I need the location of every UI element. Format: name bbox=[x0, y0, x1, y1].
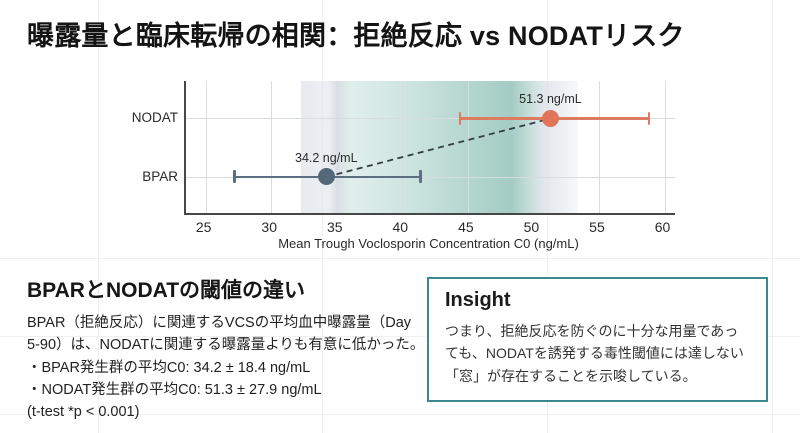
y-axis-label-nodat: NODAT bbox=[131, 110, 178, 125]
chart-plot-area: 51.3 ng/mL 34.2 ng/mL bbox=[184, 81, 675, 215]
x-tick-label: 60 bbox=[654, 219, 671, 235]
vertical-gridline bbox=[598, 81, 600, 213]
x-tick-label: 35 bbox=[326, 219, 343, 235]
canvas-grid-line bbox=[547, 0, 548, 433]
ttest-footnote: (t-test *p < 0.001) bbox=[27, 404, 140, 421]
connector-dashed-line bbox=[326, 117, 551, 178]
left-panel-body: BPAR（拒絶反応）に関連するVCSの平均血中曝露量（Day 5-90）は、NO… bbox=[27, 315, 425, 353]
canvas-grid-line bbox=[0, 258, 800, 259]
nodat-error-cap-low bbox=[458, 111, 462, 125]
x-tick-label: 30 bbox=[261, 219, 277, 235]
bpar-error-cap-low bbox=[233, 170, 236, 184]
vertical-gridline bbox=[205, 81, 207, 213]
nodat-value-label: 51.3 ng/mL bbox=[519, 92, 582, 107]
nodat-mean-bullet: ・NODAT発生群の平均C0: 51.3 ± 27.9 ng/mL bbox=[27, 381, 322, 398]
canvas-grid-line bbox=[772, 0, 773, 433]
canvas-grid-line bbox=[98, 0, 99, 433]
left-panel-heading: BPARとNODATの閾値の違い bbox=[27, 279, 306, 302]
x-tick-label: 55 bbox=[589, 219, 605, 235]
x-tick-label: 40 bbox=[392, 219, 409, 235]
chart-plot: 51.3 ng/mL 34.2 ng/mL bbox=[186, 81, 675, 213]
nodat-mean-point bbox=[541, 109, 559, 127]
bpar-mean-point bbox=[317, 168, 335, 186]
horizontal-gridline bbox=[186, 176, 675, 178]
x-axis-ticks: 25 30 35 40 45 50 55 60 bbox=[184, 219, 673, 235]
vertical-gridline bbox=[271, 81, 273, 213]
nodat-error-cap-high bbox=[647, 111, 651, 125]
page-title: 曝露量と臨床転帰の相関：拒絶反応 vs NODATリスク bbox=[27, 21, 685, 51]
bpar-mean-bullet: ・BPAR発生群の平均C0: 34.2 ± 18.4 ng/mL bbox=[27, 359, 311, 376]
x-tick-label: 50 bbox=[523, 219, 540, 235]
canvas-grid-line bbox=[0, 336, 800, 337]
x-axis-title: Mean Trough Voclosporin Concentration C0… bbox=[278, 236, 579, 251]
bpar-nodat-threshold-panel: BPARとNODATの閾値の違い BPAR（拒絶反応）に関連するVCSの平均血中… bbox=[27, 274, 427, 424]
canvas-grid-line bbox=[322, 0, 323, 433]
vertical-gridline bbox=[467, 81, 469, 213]
vertical-gridline bbox=[336, 81, 338, 213]
vertical-gridline bbox=[402, 81, 404, 213]
x-tick-label: 45 bbox=[458, 219, 474, 235]
vertical-gridline bbox=[664, 81, 666, 213]
insight-panel: Insight つまり、拒絶反応を防ぐのに十分な用量であっても、NODATを誘発… bbox=[427, 277, 768, 402]
bpar-error-cap-high bbox=[419, 170, 422, 184]
x-tick-label: 25 bbox=[195, 219, 212, 235]
vertical-gridline bbox=[533, 81, 535, 213]
insight-body: つまり、拒絶反応を防ぐのに十分な用量であっても、NODATを誘発する毒性閾値には… bbox=[445, 323, 744, 384]
bpar-value-label: 34.2 ng/mL bbox=[294, 150, 358, 165]
canvas-grid-line bbox=[0, 414, 800, 415]
y-axis-label-bpar: BPAR bbox=[142, 169, 178, 184]
insight-heading: Insight bbox=[445, 289, 511, 311]
horizontal-gridline bbox=[186, 118, 675, 120]
